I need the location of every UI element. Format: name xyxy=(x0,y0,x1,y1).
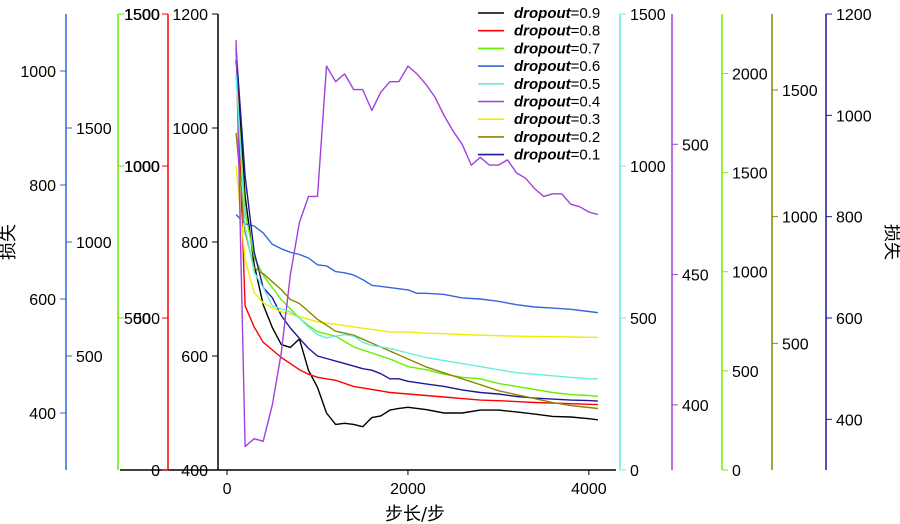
series-layer xyxy=(235,40,599,448)
green-tick-label-0: 500 xyxy=(124,311,151,328)
cyan-tick-label-0: 0 xyxy=(630,463,639,480)
series-line-0-9 xyxy=(235,59,598,428)
black-tick-label-1: 600 xyxy=(181,349,208,366)
red-tick-label-1: 500 xyxy=(133,311,160,328)
outer-left-axis-label: 损失 xyxy=(0,224,19,260)
lime-tick-label-0: 0 xyxy=(732,463,741,480)
legend-label-prefix-8: dropout xyxy=(514,147,572,164)
legend-label-prefix-0: dropout xyxy=(514,5,572,22)
x-tick-label-0: 0 xyxy=(223,481,232,498)
lime-tick-label-3: 1500 xyxy=(732,166,768,183)
legend-label-1: dropout=0.8 xyxy=(514,23,600,40)
legend-label-0: dropout=0.9 xyxy=(514,5,600,22)
cyan-tick-label-3: 1500 xyxy=(630,7,666,24)
series-line-0-6 xyxy=(235,214,598,314)
legend-label-value-2: =0.7 xyxy=(571,40,601,57)
series-line-0-4 xyxy=(235,40,599,448)
legend-label-prefix-7: dropout xyxy=(514,129,572,146)
legend-label-prefix-6: dropout xyxy=(514,111,572,128)
series-line-0-7 xyxy=(235,74,598,398)
black-tick-label-3: 1000 xyxy=(172,121,208,138)
black-tick-label-2: 800 xyxy=(181,235,208,252)
legend-label-prefix-3: dropout xyxy=(514,58,572,75)
purple-tick-label-0: 400 xyxy=(682,398,709,415)
legend-label-value-7: =0.2 xyxy=(571,129,601,146)
blue-tick-label-0: 500 xyxy=(76,349,103,366)
legend-label-prefix-5: dropout xyxy=(514,94,572,111)
x-tick-label-1: 2000 xyxy=(390,481,426,498)
x-tick-label-2: 4000 xyxy=(571,481,607,498)
lime-tick-label-4: 2000 xyxy=(732,66,768,83)
purple-tick-label-1: 450 xyxy=(682,268,709,285)
legend-label-prefix-2: dropout xyxy=(514,40,572,57)
red-tick-label-2: 1000 xyxy=(124,159,160,176)
darkblue-tick-label-3: 1000 xyxy=(836,108,872,125)
outer-left-tick-label-1: 600 xyxy=(29,292,56,309)
blue-tick-label-1: 1000 xyxy=(76,235,112,252)
olive-tick-label-0: 500 xyxy=(782,336,809,353)
legend-label-prefix-4: dropout xyxy=(514,76,572,93)
lime-tick-label-2: 1000 xyxy=(732,265,768,282)
purple-tick-label-2: 500 xyxy=(682,137,709,154)
green-tick-label-1: 1000 xyxy=(124,159,160,176)
darkblue-tick-label-1: 600 xyxy=(836,311,863,328)
red-tick-label-3: 1500 xyxy=(124,7,160,24)
outer-left-tick-label-0: 400 xyxy=(29,406,56,423)
black-tick-label-4: 1200 xyxy=(172,7,208,24)
outer-left-tick-label-2: 800 xyxy=(29,178,56,195)
darkblue-tick-label-4: 1200 xyxy=(836,7,872,24)
darkblue-axis-label: 损失 xyxy=(881,224,900,260)
legend-label-value-4: =0.5 xyxy=(571,76,601,93)
legend-label-value-3: =0.6 xyxy=(571,58,601,75)
cyan-tick-label-2: 1000 xyxy=(630,159,666,176)
black-tick-label-0: 400 xyxy=(181,463,208,480)
legend-label-value-1: =0.8 xyxy=(571,23,601,40)
green-tick-label-2: 1500 xyxy=(124,7,160,24)
series-line-0-1 xyxy=(235,49,598,402)
darkblue-tick-label-2: 800 xyxy=(836,210,863,227)
legend-label-6: dropout=0.3 xyxy=(514,111,600,128)
blue-tick-label-2: 1500 xyxy=(76,121,112,138)
outer-left-tick-label-3: 1000 xyxy=(20,64,56,81)
darkblue-tick-label-0: 400 xyxy=(836,412,863,429)
series-line-0-8 xyxy=(235,44,598,406)
legend-label-prefix-1: dropout xyxy=(514,23,572,40)
legend-label-7: dropout=0.2 xyxy=(514,129,600,146)
legend-label-value-5: =0.4 xyxy=(571,94,601,111)
legend-label-2: dropout=0.7 xyxy=(514,40,600,57)
legend: dropout=0.9dropout=0.8dropout=0.7dropout… xyxy=(478,5,600,164)
series-line-0-3 xyxy=(235,165,598,339)
lime-tick-label-1: 500 xyxy=(732,364,759,381)
series-line-0-5 xyxy=(235,74,598,380)
legend-label-value-0: =0.9 xyxy=(571,5,601,22)
legend-label-5: dropout=0.4 xyxy=(514,94,600,111)
legend-label-8: dropout=0.1 xyxy=(514,147,600,164)
legend-label-3: dropout=0.6 xyxy=(514,58,600,75)
cyan-tick-label-1: 500 xyxy=(630,311,657,328)
olive-tick-label-1: 1000 xyxy=(782,210,818,227)
red-tick-label-0: 0 xyxy=(151,463,160,480)
legend-label-value-8: =0.1 xyxy=(571,147,601,164)
legend-label-value-6: =0.3 xyxy=(571,111,601,128)
legend-label-4: dropout=0.5 xyxy=(514,76,600,93)
olive-tick-label-2: 1500 xyxy=(782,83,818,100)
axes-layer: 0 2000 40004006008001000损失4006008001000120… xyxy=(0,7,900,498)
x-axis-label: 步长/步 xyxy=(385,504,445,524)
